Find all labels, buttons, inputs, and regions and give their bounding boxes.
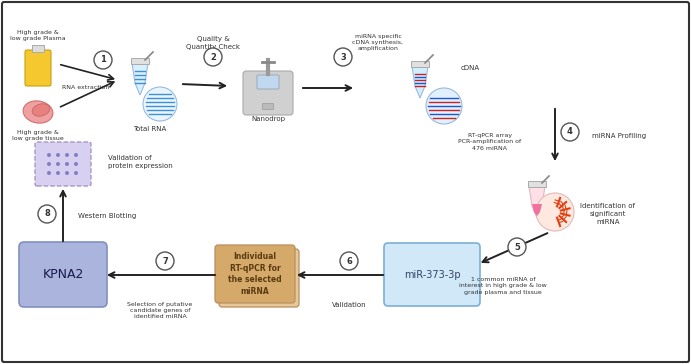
FancyBboxPatch shape [215,245,295,303]
Text: 1 common miRNA of
interest in high grade & low
grade plasma and tissue: 1 common miRNA of interest in high grade… [459,277,547,295]
Circle shape [143,87,177,121]
Text: KPNA2: KPNA2 [42,269,84,281]
Circle shape [65,162,69,166]
Text: 8: 8 [44,210,50,218]
Text: Quality &
Quantity Check: Quality & Quantity Check [186,36,240,50]
FancyBboxPatch shape [411,61,429,67]
Text: High grade &
low grade tissue: High grade & low grade tissue [12,130,64,141]
FancyBboxPatch shape [263,103,274,110]
Circle shape [38,205,56,223]
Polygon shape [412,66,428,98]
Text: 1: 1 [100,55,106,64]
Text: Validation: Validation [332,302,366,308]
Circle shape [536,193,574,231]
FancyBboxPatch shape [32,45,44,52]
Polygon shape [132,63,148,95]
Circle shape [47,162,51,166]
Text: Nanodrop: Nanodrop [251,116,285,122]
Polygon shape [529,186,545,218]
Text: High grade &
low grade Plasma: High grade & low grade Plasma [10,30,66,41]
Text: 3: 3 [340,52,346,62]
Circle shape [334,48,352,66]
Polygon shape [532,204,542,216]
Ellipse shape [23,101,53,123]
Circle shape [94,51,112,69]
Text: Western Blotting: Western Blotting [78,213,136,219]
Circle shape [47,171,51,175]
Text: Identification of
significant
miRNA: Identification of significant miRNA [580,203,636,225]
Circle shape [47,153,51,157]
FancyBboxPatch shape [35,142,91,186]
Text: 2: 2 [210,52,216,62]
Circle shape [74,171,78,175]
Text: 4: 4 [567,127,573,136]
Text: 5: 5 [514,242,520,252]
Text: miRNA Profiling: miRNA Profiling [592,133,646,139]
Circle shape [508,238,526,256]
FancyBboxPatch shape [243,71,293,115]
Text: Individual
RT-qPCR for
the selected
miRNA: Individual RT-qPCR for the selected miRN… [228,252,282,296]
Text: Validation of
protein expression: Validation of protein expression [108,155,173,169]
Circle shape [426,88,462,124]
Text: Total RNA: Total RNA [133,126,167,132]
Ellipse shape [32,104,50,116]
Circle shape [56,153,60,157]
Text: RNA extraction: RNA extraction [62,85,110,90]
Text: 6: 6 [346,257,352,265]
Circle shape [204,48,222,66]
FancyBboxPatch shape [528,181,546,187]
Circle shape [65,153,69,157]
Circle shape [56,171,60,175]
Circle shape [561,123,579,141]
Circle shape [156,252,174,270]
Text: miRNA specific
cDNA synthesis,
amplification: miRNA specific cDNA synthesis, amplifica… [352,33,404,51]
FancyBboxPatch shape [131,58,149,64]
Circle shape [74,162,78,166]
Text: 7: 7 [162,257,168,265]
FancyBboxPatch shape [219,249,299,307]
FancyBboxPatch shape [257,75,279,89]
Circle shape [74,153,78,157]
Circle shape [340,252,358,270]
Circle shape [56,162,60,166]
Text: RT-qPCR array
PCR-amplification of
476 miRNA: RT-qPCR array PCR-amplification of 476 m… [458,133,522,151]
Circle shape [65,171,69,175]
Text: miR-373-3p: miR-373-3p [404,270,460,280]
Text: Selection of putative
candidate genes of
identified miRNA: Selection of putative candidate genes of… [127,302,193,319]
FancyBboxPatch shape [25,50,51,86]
FancyBboxPatch shape [384,243,480,306]
FancyBboxPatch shape [19,242,107,307]
Text: cDNA: cDNA [460,65,480,71]
